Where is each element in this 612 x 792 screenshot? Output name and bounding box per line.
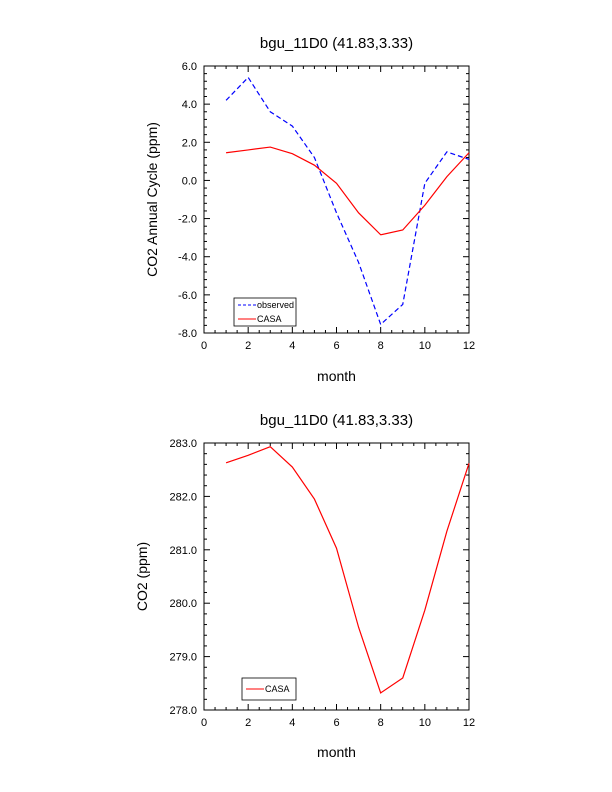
chart2: bgu_11D0 (41.83,3.33) 0 2 4 6 8 10 12 278.0 279.0… xyxy=(134,412,475,760)
chart1-ytick-label: 0.0 xyxy=(182,175,197,187)
chart2-xtick-label: 6 xyxy=(333,717,339,729)
chart2-ytick-label: 279.0 xyxy=(169,652,197,664)
chart2-ytick-label: 278.0 xyxy=(169,705,197,717)
chart1-ytick-label: 4.0 xyxy=(182,99,197,111)
chart2-xtick-label: 4 xyxy=(289,717,295,729)
chart2-series-casa-line xyxy=(225,446,470,694)
chart1-ytick-label: 6.0 xyxy=(182,61,197,73)
chart2-legend-box xyxy=(241,677,297,701)
chart2-ytick-label: 281.0 xyxy=(169,545,197,557)
chart2-xlabel: month xyxy=(317,744,356,760)
chart1-legend-box xyxy=(233,297,297,327)
chart1-legend: observed CASA xyxy=(233,297,297,327)
chart1-ytick-label: -4.0 xyxy=(178,252,197,264)
chart1-xtick-label: 2 xyxy=(245,340,251,352)
chart2-xtick-label: 8 xyxy=(378,717,384,729)
chart1-xtick-label: 0 xyxy=(201,340,207,352)
chart2-title: bgu_11D0 (41.83,3.33) xyxy=(260,412,413,429)
chart2-xtick-label: 2 xyxy=(245,717,251,729)
chart1-legend-label: observed xyxy=(257,300,294,310)
chart1-xtick-label: 4 xyxy=(289,340,295,352)
chart1: bgu_11D0 (41.83,3.33) 0 2 4 6 8 10 12 -8.0 -6.0 -4… xyxy=(144,35,475,384)
chart2-xtick-label: 12 xyxy=(463,717,475,729)
chart1-series-observed-line xyxy=(225,76,470,326)
chart1-xtick-label: 10 xyxy=(419,340,431,352)
chart2-ytick-label: 280.0 xyxy=(169,598,197,610)
chart2-plot-frame xyxy=(203,442,470,711)
chart2-ylabel: CO2 (ppm) xyxy=(134,542,150,611)
chart1-xtick-label: 8 xyxy=(378,340,384,352)
chart2-xtick-label: 10 xyxy=(419,717,431,729)
chart2-xtick-label: 0 xyxy=(201,717,207,729)
chart2-legend-label: CASA xyxy=(265,684,290,694)
chart1-ytick-label: -2.0 xyxy=(178,214,197,226)
chart1-ytick-label: -8.0 xyxy=(178,328,197,340)
chart1-xtick-label: 12 xyxy=(463,340,475,352)
chart1-xtick-label: 6 xyxy=(333,340,339,352)
chart1-title: bgu_11D0 (41.83,3.33) xyxy=(260,35,413,52)
chart1-ytick-label: 2.0 xyxy=(182,137,197,149)
chart1-ylabel: CO2 Annual Cycle (ppm) xyxy=(144,122,160,277)
chart2-legend: CASA xyxy=(241,677,297,701)
chart1-ytick-label: -6.0 xyxy=(178,290,197,302)
chart2-ytick-label: 282.0 xyxy=(169,491,197,503)
chart1-legend-label: CASA xyxy=(257,314,282,324)
chart1-xlabel: month xyxy=(317,368,356,384)
chart2-ytick-label: 283.0 xyxy=(169,438,197,450)
chart1-series-casa-line xyxy=(226,146,470,236)
